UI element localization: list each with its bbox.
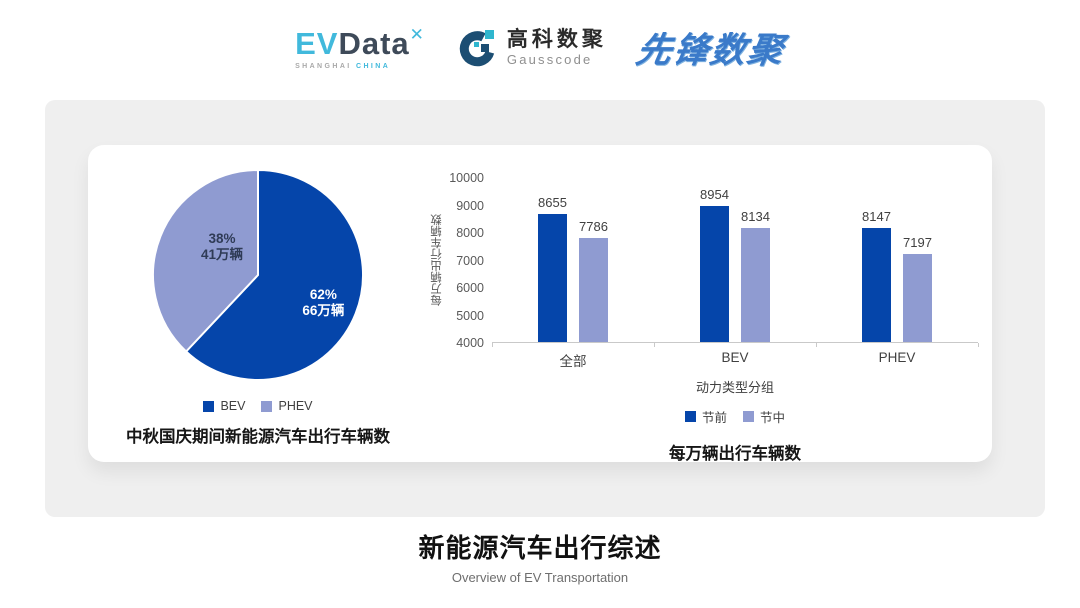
bar-x-axis-label: 动力类型分组 (695, 380, 774, 395)
legend-label: BEV (220, 399, 246, 413)
pie-legend-item: BEV (203, 399, 245, 413)
x-category-label: BEV (721, 350, 749, 365)
evdata-shanghai-text: SHANGHAI (295, 62, 352, 70)
bar: 8147 (862, 209, 891, 342)
evdata-star-icon: ✕ (409, 24, 425, 44)
bar-value-label: 8147 (862, 209, 891, 224)
y-tick-label: 5000 (456, 308, 484, 323)
evdata-china-text: CHINA (355, 62, 391, 70)
gausscode-en-text: Gausscode (506, 51, 593, 67)
legend-label: 节前 (701, 411, 727, 425)
pie-chart: 62% 66万辆 38% 41万辆 (152, 169, 364, 381)
evdata-data-text: Data (338, 25, 410, 61)
y-tick-label: 10000 (449, 171, 484, 185)
pie-slice-bev (185, 169, 364, 381)
bar-value-label: 8954 (700, 186, 729, 202)
bar-chart-section: 每万辆出行车辆数 4000 5000 6000 7000 8000 9000 10000 8… (428, 145, 992, 464)
legend-swatch (684, 411, 696, 422)
x-category-label: 全部 (559, 354, 587, 369)
gausscode-cn-text: 高科数聚 (506, 28, 607, 52)
legend-swatch (203, 400, 215, 412)
x-axis-tick (492, 343, 493, 347)
legend-swatch (743, 411, 754, 422)
bar-group-phev: 8147 7197 (816, 178, 978, 342)
pie-legend-item: PHEV (261, 399, 313, 413)
evdata-subtext: SHANGHAI CHINA (295, 63, 425, 70)
header-logos: EVData✕ SHANGHAI CHINA 高科数聚 Gausscode 先锋… (0, 22, 1080, 73)
pie-chart-title: 中秋国庆期间新能源汽车出行车辆数 (126, 428, 390, 446)
pie-slice-label: 38% 41万辆 (201, 231, 244, 262)
pioneer-logo: 先锋数聚 (632, 31, 788, 70)
bar-group-全部: 8655 7786 (492, 178, 654, 342)
charts-card: 62% 66万辆 38% 41万辆 BEV PHEV 中秋国庆期间新能源汽车出行车辆数 … (88, 145, 992, 464)
bar: 8954 (700, 187, 729, 342)
y-tick-label: 6000 (456, 281, 484, 295)
page-subtitle: Overview of EV Transportation (451, 570, 629, 585)
evdata-logo: EVData✕ SHANGHAI CHINA (295, 26, 425, 70)
legend-label: 节中 (760, 411, 786, 425)
pie-slice-phev (152, 169, 259, 353)
page-title: 新能源汽车出行综述 (418, 533, 662, 563)
bar-chart-plot-row: 每万辆出行车辆数 4000 5000 6000 7000 8000 9000 10000 8… (428, 171, 979, 350)
bar-value-label: 8655 (538, 195, 567, 210)
bar-groups: 8655 7786 8954 8134 8147 7197 (492, 178, 978, 342)
bar: 7786 (579, 219, 608, 342)
evdata-wordmark: EVData✕ (295, 26, 425, 59)
x-axis-tick (978, 343, 979, 347)
pie-chart-section: 62% 66万辆 38% 41万辆 BEV PHEV 中秋国庆期间新能源汽车出行车辆数 (88, 145, 428, 447)
bar-legend-item: 节中 (743, 407, 785, 426)
x-axis-tick (653, 343, 655, 347)
bar-legend-item: 节前 (684, 407, 727, 426)
pie-slice-label: 62% 66万辆 (302, 287, 345, 318)
footer: 新能源汽车出行综述 Overview of EV Transportation (0, 528, 1080, 585)
bar: 7197 (903, 235, 932, 342)
y-tick-label: 9000 (456, 198, 484, 213)
bar-legend: 节前 节中 (492, 407, 978, 426)
bar-value-label: 8134 (741, 209, 770, 225)
bar-plot-area: 8655 7786 8954 8134 8147 7197 (492, 178, 979, 347)
y-tick-label: 8000 (456, 226, 484, 240)
bar: 8655 (538, 195, 567, 342)
x-category-label: PHEV (878, 350, 916, 365)
y-tick-label: 7000 (456, 253, 484, 268)
pie-legend: BEV PHEV (88, 399, 428, 413)
legend-label: PHEV (278, 399, 313, 413)
bar-value-label: 7197 (903, 235, 932, 251)
x-axis-tick (815, 343, 817, 347)
bar: 8134 (741, 209, 770, 342)
gausscode-text: 高科数聚 Gausscode (507, 28, 607, 66)
gausscode-g-icon (459, 29, 495, 66)
y-tick-label: 4000 (456, 336, 484, 350)
bar-group-bev: 8954 8134 (654, 178, 816, 342)
legend-swatch (261, 400, 273, 412)
bar-y-axis-label: 每万辆出行车辆数 (431, 214, 443, 307)
gray-panel: 62% 66万辆 38% 41万辆 BEV PHEV 中秋国庆期间新能源汽车出行车辆数 … (45, 100, 1045, 517)
bar-y-axis-ticks: 4000 5000 6000 7000 8000 9000 10000 (446, 171, 492, 350)
bar-x-category-labels: 全部 BEV PHEV (492, 350, 978, 370)
evdata-ev-text: EV (295, 25, 339, 61)
gausscode-logo: 高科数聚 Gausscode (455, 26, 607, 70)
bar-value-label: 7786 (579, 218, 608, 234)
bar-chart-title: 每万辆出行车辆数 (669, 445, 801, 463)
